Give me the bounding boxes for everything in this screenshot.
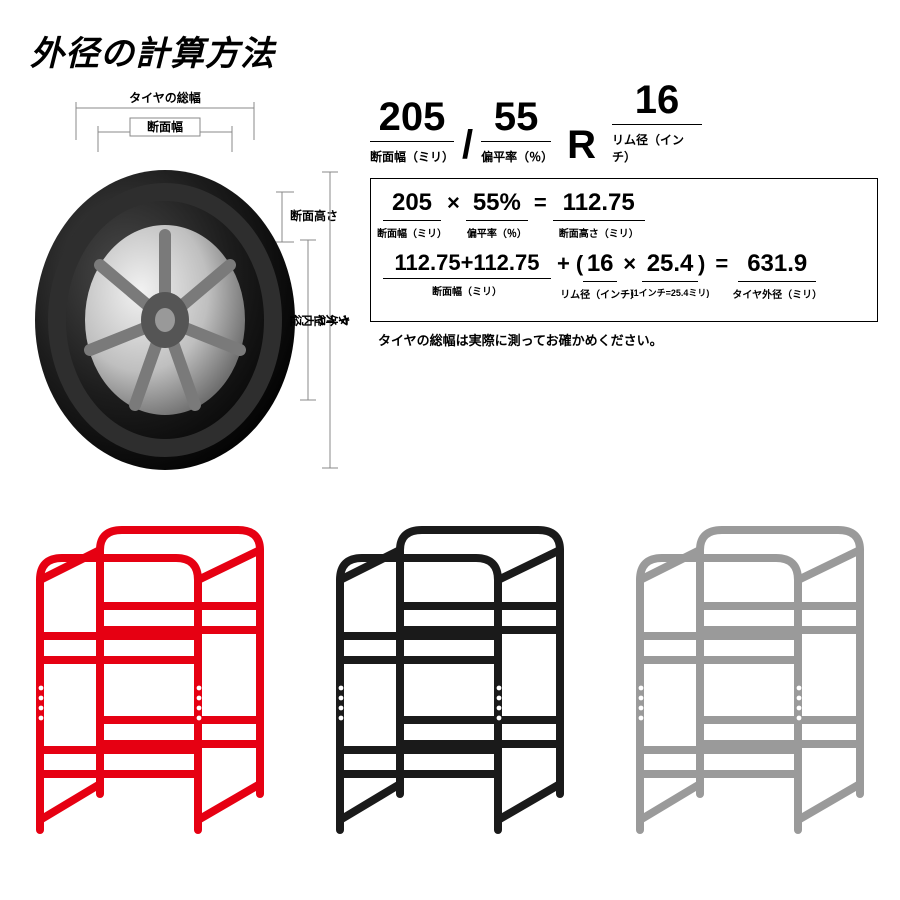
rack-red [10,510,290,850]
spec-ratio-value: 55 [494,97,539,137]
calc-line-2: 112.75+112.75 断面幅（ミリ） + ( 16 リム径（インチ） × … [383,250,865,301]
rack-gray [610,510,890,850]
label-section-height: 断面高さ [290,208,338,223]
tire-size-spec: 205 断面幅（ミリ） / 55 偏平率（％） R 16 リム径（インチ） [370,80,870,165]
label-section-width: 断面幅 [147,119,183,134]
calc-line-1: 205 断面幅（ミリ） × 55% 偏平率（％） = 112.75 断面高さ（ミ… [383,189,865,240]
rack-black [310,510,590,850]
spec-r: R [567,125,596,165]
note-text: タイヤの総幅は実際に測ってお確かめください。 [378,330,663,349]
spec-width-value: 205 [379,97,446,137]
sep-slash: / [462,125,473,165]
calculation-box: 205 断面幅（ミリ） × 55% 偏平率（％） = 112.75 断面高さ（ミ… [370,178,878,322]
spec-ratio-label: 偏平率（％） [481,148,551,165]
tire-diagram: タイヤの総幅 断面幅 [30,80,350,480]
label-total-width: タイヤの総幅 [129,90,201,105]
label-inner-diameter: タイヤ内径 [289,313,350,327]
spec-rim-label: リム径（インチ） [612,131,702,165]
rack-row [0,500,900,860]
spec-rim-value: 16 [635,80,680,120]
page-title: 外径の計算方法 [30,26,275,75]
spec-width-label: 断面幅（ミリ） [370,148,454,165]
